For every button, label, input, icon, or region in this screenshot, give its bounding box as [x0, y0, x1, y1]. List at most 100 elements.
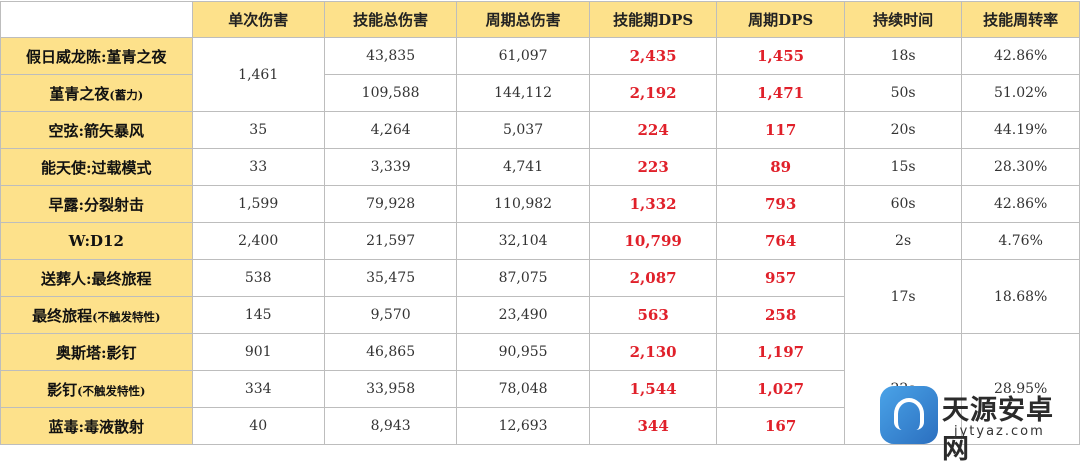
skill-dps-cell: 1,332	[588, 185, 718, 223]
table-row: 假日威龙陈:堇青之夜 1,461 43,835 61,097 2,435 1,4…	[0, 37, 1080, 112]
cycle-total-cell: 23,490	[456, 296, 590, 334]
cycle-total-cell: 61,097	[456, 37, 590, 75]
table-row: 奥斯塔:影钉 901 46,865 90,955 2,130 1,197 22s…	[0, 333, 1080, 445]
header-single-damage: 单次伤害	[191, 1, 325, 38]
table-row: 能天使:过载模式 33 3,339 4,741 223 89 15s 28.30…	[0, 148, 1080, 186]
header-skill-dps: 技能期DPS	[588, 1, 718, 38]
skill-dps-cell: 224	[588, 111, 718, 149]
row-name: 早露:分裂射击	[0, 185, 193, 223]
cycle-dps-cell: 793	[716, 185, 845, 223]
duration-cell: 50s	[843, 74, 963, 112]
duration-cell: 18s	[843, 37, 963, 75]
skill-total-cell: 109,588	[323, 74, 458, 112]
row-name-note: (蓄力)	[109, 87, 144, 102]
skill-total-cell: 21,597	[323, 222, 458, 260]
row-name: 蓝毒:毒液散射	[0, 407, 193, 445]
single-damage-cell: 35	[191, 111, 325, 149]
skill-total-cell: 8,943	[323, 407, 458, 445]
single-damage-cell: 334	[191, 370, 325, 408]
skill-total-cell: 35,475	[323, 259, 458, 297]
cycle-dps-cell: 167	[716, 407, 845, 445]
header-cycle-total-damage: 周期总伤害	[456, 1, 590, 38]
uptime-cell: 28.30%	[961, 148, 1080, 186]
table-row: 早露:分裂射击 1,599 79,928 110,982 1,332 793 6…	[0, 185, 1080, 223]
duration-cell: 2s	[843, 222, 963, 260]
row-name-main: 影钉	[47, 380, 78, 399]
cycle-total-cell: 110,982	[456, 185, 590, 223]
table-row: W:D12 2,400 21,597 32,104 10,799 764 2s …	[0, 222, 1080, 260]
cycle-total-cell: 78,048	[456, 370, 590, 408]
skill-dps-cell: 10,799	[588, 222, 718, 260]
duration-cell: 22s	[843, 333, 963, 445]
skill-total-cell: 43,835	[323, 37, 458, 75]
row-name-main: 最终旅程	[32, 306, 93, 325]
cycle-dps-cell: 117	[716, 111, 845, 149]
cycle-total-cell: 90,955	[456, 333, 590, 371]
uptime-cell: 28.95%	[961, 333, 1080, 445]
header-cycle-dps: 周期DPS	[716, 1, 845, 38]
single-damage-cell: 1,461	[191, 37, 325, 112]
cycle-total-cell: 144,112	[456, 74, 590, 112]
duration-cell: 17s	[843, 259, 963, 334]
skill-dps-cell: 2,435	[588, 37, 718, 75]
skill-total-cell: 33,958	[323, 370, 458, 408]
cycle-total-cell: 12,693	[456, 407, 590, 445]
single-damage-cell: 33	[191, 148, 325, 186]
row-name: 影钉(不触发特性)	[0, 370, 193, 408]
skill-dps-cell: 223	[588, 148, 718, 186]
skill-dps-cell: 2,130	[588, 333, 718, 371]
row-name: 最终旅程(不触发特性)	[0, 296, 193, 334]
row-name: 堇青之夜(蓄力)	[0, 74, 193, 112]
cycle-total-cell: 87,075	[456, 259, 590, 297]
single-damage-cell: 40	[191, 407, 325, 445]
row-name: 能天使:过载模式	[0, 148, 193, 186]
row-name-note: (不触发特性)	[92, 309, 161, 324]
skill-dps-cell: 563	[588, 296, 718, 334]
uptime-cell: 18.68%	[961, 259, 1080, 334]
row-name-main: 堇青之夜	[49, 84, 110, 103]
cycle-total-cell: 32,104	[456, 222, 590, 260]
skill-dps-cell: 1,544	[588, 370, 718, 408]
row-name: 送葬人:最终旅程	[0, 259, 193, 297]
row-name: 假日威龙陈:堇青之夜	[0, 37, 193, 75]
cycle-dps-cell: 1,455	[716, 37, 845, 75]
single-damage-cell: 901	[191, 333, 325, 371]
uptime-cell: 44.19%	[961, 111, 1080, 149]
cycle-total-cell: 5,037	[456, 111, 590, 149]
duration-cell: 20s	[843, 111, 963, 149]
skill-dps-cell: 344	[588, 407, 718, 445]
uptime-cell: 4.76%	[961, 222, 1080, 260]
skill-total-cell: 3,339	[323, 148, 458, 186]
row-name: 奥斯塔:影钉	[0, 333, 193, 371]
row-name: W:D12	[0, 222, 193, 260]
cycle-total-cell: 4,741	[456, 148, 590, 186]
header-corner-cell	[0, 1, 193, 38]
cycle-dps-cell: 89	[716, 148, 845, 186]
header-skill-uptime: 技能周转率	[961, 1, 1080, 38]
cycle-dps-cell: 957	[716, 259, 845, 297]
skill-total-cell: 9,570	[323, 296, 458, 334]
cycle-dps-cell: 1,471	[716, 74, 845, 112]
cycle-dps-cell: 1,197	[716, 333, 845, 371]
duration-cell: 15s	[843, 148, 963, 186]
single-damage-cell: 145	[191, 296, 325, 334]
header-skill-total-damage: 技能总伤害	[323, 1, 458, 38]
uptime-cell: 42.86%	[961, 185, 1080, 223]
row-name: 空弦:箭矢暴风	[0, 111, 193, 149]
skill-total-cell: 4,264	[323, 111, 458, 149]
table-row: 送葬人:最终旅程 538 35,475 87,075 2,087 957 17s…	[0, 259, 1080, 334]
table-row: 空弦:箭矢暴风 35 4,264 5,037 224 117 20s 44.19…	[0, 111, 1080, 149]
skill-total-cell: 46,865	[323, 333, 458, 371]
duration-cell: 60s	[843, 185, 963, 223]
uptime-cell: 42.86%	[961, 37, 1080, 75]
damage-table: 单次伤害 技能总伤害 周期总伤害 技能期DPS 周期DPS 持续时间 技能周转率…	[0, 1, 1080, 445]
table-row: 堇青之夜(蓄力) 109,588 144,112 2,192 1,471 50s…	[0, 74, 1080, 112]
header-duration: 持续时间	[843, 1, 963, 38]
skill-total-cell: 79,928	[323, 185, 458, 223]
single-damage-cell: 2,400	[191, 222, 325, 260]
skill-dps-cell: 2,192	[588, 74, 718, 112]
cycle-dps-cell: 764	[716, 222, 845, 260]
table-row: 蓝毒:毒液散射 40 8,943 12,693 344 167	[0, 407, 1080, 445]
single-damage-cell: 538	[191, 259, 325, 297]
cycle-dps-cell: 258	[716, 296, 845, 334]
